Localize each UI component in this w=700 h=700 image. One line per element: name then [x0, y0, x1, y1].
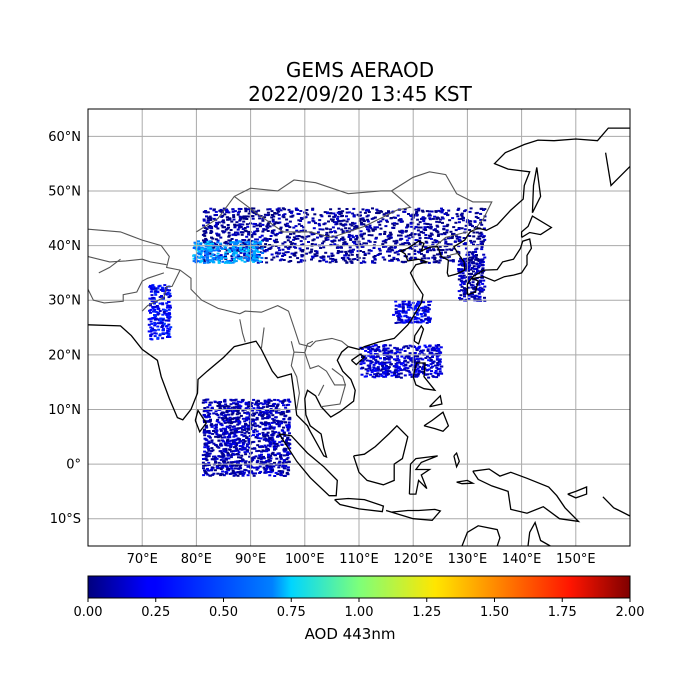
country-border [88, 228, 349, 348]
longitude-label: 150°E [556, 552, 596, 567]
gridlines [88, 109, 630, 546]
country-border [233, 190, 412, 238]
longitude-label: 90°E [235, 552, 266, 567]
coastline [453, 451, 461, 469]
country-border [141, 269, 181, 312]
country-border [290, 351, 300, 410]
coastline [531, 167, 542, 214]
coastline [278, 433, 338, 497]
aod-layer [147, 207, 487, 477]
coastline [413, 324, 425, 345]
coastline [385, 508, 442, 521]
longitude-label: 70°E [127, 552, 158, 567]
country-border [196, 171, 493, 233]
map-title: GEMS AERAOD [285, 58, 435, 82]
country-border [290, 341, 347, 408]
colorbar-tick-label: 2.00 [616, 605, 645, 620]
colorbar-tick-label: 1.00 [345, 605, 374, 620]
latitude-label: 50°N [48, 184, 81, 199]
coastline [466, 238, 533, 296]
coastline [472, 468, 581, 523]
colorbar-tick-label: 1.50 [480, 605, 509, 620]
latitude-label: 60°N [48, 130, 81, 145]
colorbar [87, 575, 631, 599]
country-border [98, 258, 121, 274]
country-border [260, 327, 265, 349]
colorbar-tick-label: 1.75 [548, 605, 577, 620]
coastline [567, 486, 588, 499]
country-border [304, 340, 314, 353]
country-border [88, 272, 165, 304]
coastline [352, 424, 409, 486]
latitude-label: 20°N [48, 348, 81, 363]
colorbar-tick-label: 0.75 [277, 605, 306, 620]
country-border [239, 319, 246, 343]
coastline [520, 215, 553, 238]
country-border [435, 231, 468, 247]
country-border [331, 368, 346, 386]
longitude-label: 140°E [502, 552, 542, 567]
coastline [456, 479, 476, 485]
latitude-label: 10°S [50, 512, 81, 527]
latitude-label: 40°N [48, 239, 81, 254]
colorbar-label: AOD 443nm [304, 625, 396, 643]
colorbar-tick-label: 0.25 [141, 605, 170, 620]
latitude-label: 0° [66, 458, 81, 473]
longitude-label: 120°E [393, 552, 433, 567]
latitude-labels: 60°N 50°N 40°N 30°N 20°N 10°N 0° 10°S [48, 130, 81, 527]
coastlines [88, 127, 630, 546]
longitude-labels: 70°E 80°E 90°E 100°E 110°E 120°E 130°E 140°E 150… [127, 552, 596, 567]
coastline [602, 496, 630, 517]
map-subtitle: 2022/09/20 13:45 KST [248, 82, 472, 106]
latitude-label: 10°N [48, 403, 81, 418]
coastline [194, 408, 207, 434]
longitude-label: 110°E [339, 552, 379, 567]
coastline [461, 520, 551, 546]
colorbar-tick-label: 1.25 [412, 605, 441, 620]
coastline [88, 127, 630, 459]
latitude-label: 30°N [48, 294, 81, 309]
country-border [317, 384, 325, 397]
country-border [88, 255, 167, 266]
longitude-label: 100°E [285, 552, 325, 567]
coastline [423, 411, 450, 433]
coastline [429, 394, 443, 408]
aod-field [457, 256, 487, 302]
longitude-label: 130°E [448, 552, 488, 567]
coastline [604, 152, 630, 187]
coastline [412, 362, 437, 392]
map-frame [87, 108, 631, 547]
coastline [350, 353, 366, 366]
colorbar-tick-label: 0.50 [209, 605, 238, 620]
coastline [334, 497, 385, 513]
country-border [445, 252, 459, 259]
colorbar-tick-label: 0.00 [74, 605, 103, 620]
colorbar-ticks: 0.00 0.25 0.50 0.75 1.00 1.25 1.50 1.75 2.00 [74, 598, 645, 620]
coastline [408, 455, 438, 495]
longitude-label: 80°E [181, 552, 212, 567]
